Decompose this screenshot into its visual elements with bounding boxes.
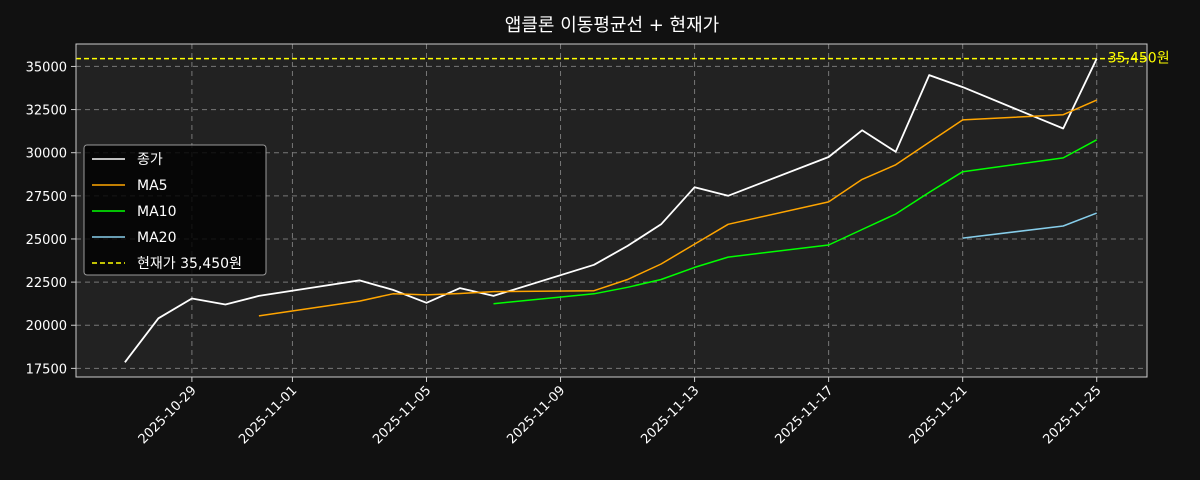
legend-label-3: MA10 <box>137 204 176 220</box>
reference-line-group: 35,450원 <box>76 51 1170 67</box>
plot-frame <box>75 43 1148 378</box>
legend-label-1: 종가 <box>137 152 163 168</box>
y-tick-label: 35000 <box>26 60 67 75</box>
series-line-4 <box>962 212 1097 239</box>
chart-title: 앱클론 이동평균선 + 현재가 <box>505 15 719 36</box>
y-tick-label: 27500 <box>26 190 67 205</box>
series-lines <box>124 58 1098 363</box>
grid <box>76 44 1147 377</box>
series-line-3 <box>493 139 1098 305</box>
legend-label-4: MA20 <box>137 230 176 246</box>
series-line-1 <box>124 58 1098 363</box>
y-tick-label: 32500 <box>26 104 67 119</box>
y-tick-label: 25000 <box>26 233 67 248</box>
legend-box <box>83 144 267 276</box>
y-tick-label: 22500 <box>26 276 67 291</box>
current-price-annotation: 35,450원 <box>1108 51 1170 67</box>
y-tick-label: 17500 <box>26 362 67 377</box>
y-tick-label: 20000 <box>26 319 67 334</box>
legend-label-5: 현재가 35,450원 <box>137 256 242 272</box>
legend: 종가 MA5 MA10 MA20 현재가 35,450원 <box>83 144 267 276</box>
legend-label-2: MA5 <box>137 178 168 194</box>
y-tick-label: 30000 <box>26 147 67 162</box>
series-line-2 <box>258 99 1097 317</box>
